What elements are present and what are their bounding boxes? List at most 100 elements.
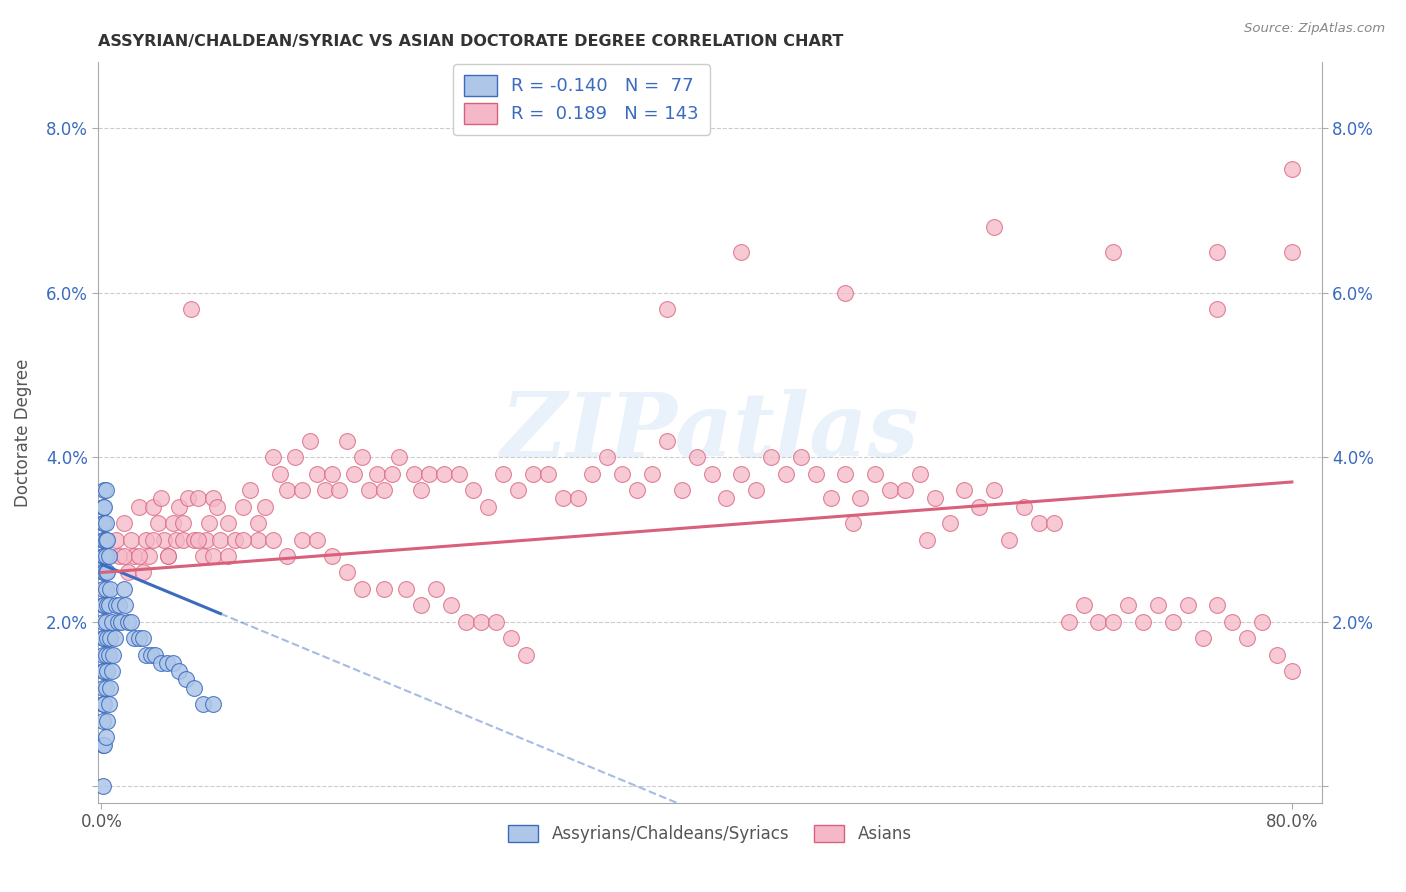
Point [172, 533, 194, 547]
Point [411, 599, 433, 613]
Point [172, 516, 194, 530]
Point [94, 681, 117, 695]
Point [395, 582, 418, 596]
Point [93, 566, 115, 580]
Point [254, 500, 277, 514]
Point [567, 491, 589, 506]
Point [775, 467, 797, 481]
Point [93, 632, 115, 646]
Point [91, 738, 114, 752]
Point [191, 697, 214, 711]
Point [863, 467, 886, 481]
Point [953, 483, 976, 498]
Point [117, 566, 139, 580]
Point [139, 648, 162, 662]
Point [201, 697, 224, 711]
Point [820, 491, 842, 506]
Point [94, 648, 117, 662]
Point [96, 714, 118, 728]
Point [122, 632, 145, 646]
Point [373, 582, 395, 596]
Point [94, 615, 117, 629]
Point [388, 450, 411, 465]
Point [149, 491, 172, 506]
Point [93, 483, 115, 498]
Point [276, 483, 298, 498]
Point [626, 483, 648, 498]
Point [1265, 648, 1288, 662]
Point [217, 516, 239, 530]
Point [94, 549, 117, 563]
Point [291, 483, 314, 498]
Legend: Assyrians/Chaldeans/Syriacs, Asians: Assyrians/Chaldeans/Syriacs, Asians [502, 819, 918, 850]
Point [433, 467, 456, 481]
Point [91, 664, 114, 678]
Point [804, 467, 827, 481]
Point [107, 615, 129, 629]
Point [91, 632, 114, 646]
Point [759, 450, 782, 465]
Point [350, 450, 373, 465]
Point [149, 656, 172, 670]
Point [97, 648, 120, 662]
Point [96, 566, 118, 580]
Point [112, 549, 135, 563]
Point [262, 533, 284, 547]
Point [153, 533, 176, 547]
Point [284, 450, 307, 465]
Point [983, 483, 1005, 498]
Point [94, 533, 117, 547]
Point [506, 483, 529, 498]
Point [122, 549, 145, 563]
Point [425, 582, 447, 596]
Point [91, 516, 114, 530]
Point [307, 467, 329, 481]
Point [1220, 615, 1243, 629]
Point [91, 533, 114, 547]
Point [581, 467, 603, 481]
Point [1206, 244, 1229, 259]
Point [98, 632, 121, 646]
Text: ASSYRIAN/CHALDEAN/SYRIAC VS ASIAN DOCTORATE DEGREE CORRELATION CHART: ASSYRIAN/CHALDEAN/SYRIAC VS ASIAN DOCTOR… [98, 34, 844, 49]
Point [522, 467, 544, 481]
Point [132, 632, 155, 646]
Point [142, 533, 165, 547]
Point [93, 549, 115, 563]
Point [105, 533, 128, 547]
Point [232, 500, 254, 514]
Point [174, 673, 197, 687]
Point [983, 219, 1005, 234]
Point [551, 491, 574, 506]
Point [1177, 599, 1199, 613]
Point [207, 500, 229, 514]
Point [328, 483, 350, 498]
Point [110, 615, 132, 629]
Point [924, 491, 946, 506]
Point [336, 566, 359, 580]
Point [135, 648, 157, 662]
Point [716, 491, 738, 506]
Point [93, 664, 115, 678]
Point [366, 467, 388, 481]
Point [262, 450, 284, 465]
Point [730, 244, 752, 259]
Point [1206, 302, 1229, 317]
Point [908, 467, 931, 481]
Point [93, 533, 115, 547]
Point [655, 302, 678, 317]
Point [197, 516, 219, 530]
Point [1057, 615, 1080, 629]
Point [499, 632, 522, 646]
Point [177, 491, 200, 506]
Point [1042, 516, 1064, 530]
Point [112, 516, 135, 530]
Text: ZIPatlas: ZIPatlas [502, 390, 918, 475]
Point [321, 549, 343, 563]
Point [91, 582, 114, 596]
Point [1161, 615, 1184, 629]
Point [94, 566, 117, 580]
Point [998, 533, 1021, 547]
Point [96, 599, 118, 613]
Point [454, 615, 477, 629]
Point [162, 656, 184, 670]
